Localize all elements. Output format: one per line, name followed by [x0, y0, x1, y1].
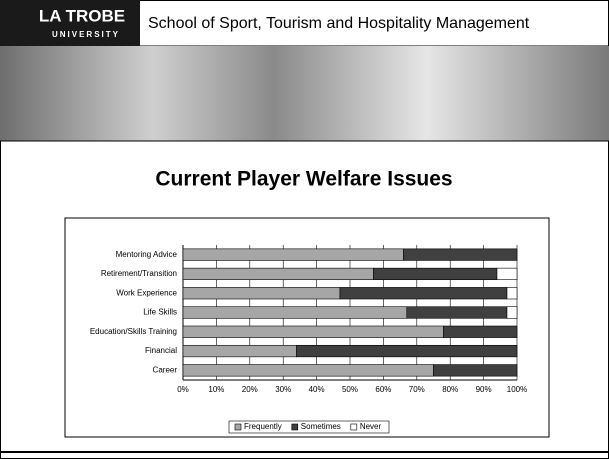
chart-title: Current Player Welfare Issues	[155, 168, 452, 191]
x-tick-label: 70%	[409, 385, 425, 394]
bar-segment	[183, 268, 373, 280]
bar-segment	[507, 307, 517, 319]
y-tick-label: Retirement/Transition	[101, 269, 177, 278]
x-tick-label: 20%	[242, 385, 258, 394]
bar-segment	[373, 268, 497, 280]
legend-label: Never	[360, 422, 382, 431]
bar-segment	[183, 326, 444, 338]
bar-segment	[507, 287, 517, 299]
bar-segment	[497, 268, 517, 280]
x-tick-label: 60%	[375, 385, 391, 394]
x-tick-label: 50%	[342, 385, 358, 394]
x-tick-label: 90%	[476, 385, 492, 394]
slide: LA TROBE UNIVERSITY School of Sport, Tou…	[0, 0, 609, 459]
bar-segment	[183, 365, 434, 377]
bar-segment	[403, 249, 517, 261]
bar-segment	[444, 326, 517, 338]
logo-name: LA TROBE	[39, 6, 125, 25]
bar-segment	[340, 287, 507, 299]
y-tick-label: Mentoring Advice	[116, 250, 178, 259]
school-name: School of Sport, Tourism and Hospitality…	[148, 15, 530, 32]
x-tick-label: 80%	[442, 385, 458, 394]
photo-banner	[0, 46, 609, 141]
legend-label: Frequently	[244, 422, 282, 431]
bar-segment	[183, 307, 407, 319]
bar-segment	[183, 345, 297, 357]
bar-segment	[297, 345, 517, 357]
bar-segment	[407, 307, 507, 319]
x-tick-label: 40%	[309, 385, 325, 394]
bar-segment	[183, 249, 403, 261]
legend-swatch	[235, 424, 241, 430]
y-tick-label: Education/Skills Training	[90, 327, 177, 336]
x-tick-label: 10%	[208, 385, 224, 394]
legend-swatch	[351, 424, 357, 430]
y-tick-label: Life Skills	[143, 308, 177, 317]
bar-segment	[434, 365, 518, 377]
x-tick-label: 0%	[177, 385, 189, 394]
y-tick-label: Financial	[145, 346, 177, 355]
legend-label: Sometimes	[301, 422, 341, 431]
logo-sub: UNIVERSITY	[52, 30, 120, 39]
y-tick-label: Career	[153, 365, 178, 374]
x-tick-label: 30%	[275, 385, 291, 394]
legend-swatch	[292, 424, 298, 430]
bar-segment	[183, 287, 340, 299]
x-tick-label: 100%	[507, 385, 527, 394]
y-tick-label: Work Experience	[116, 288, 177, 297]
